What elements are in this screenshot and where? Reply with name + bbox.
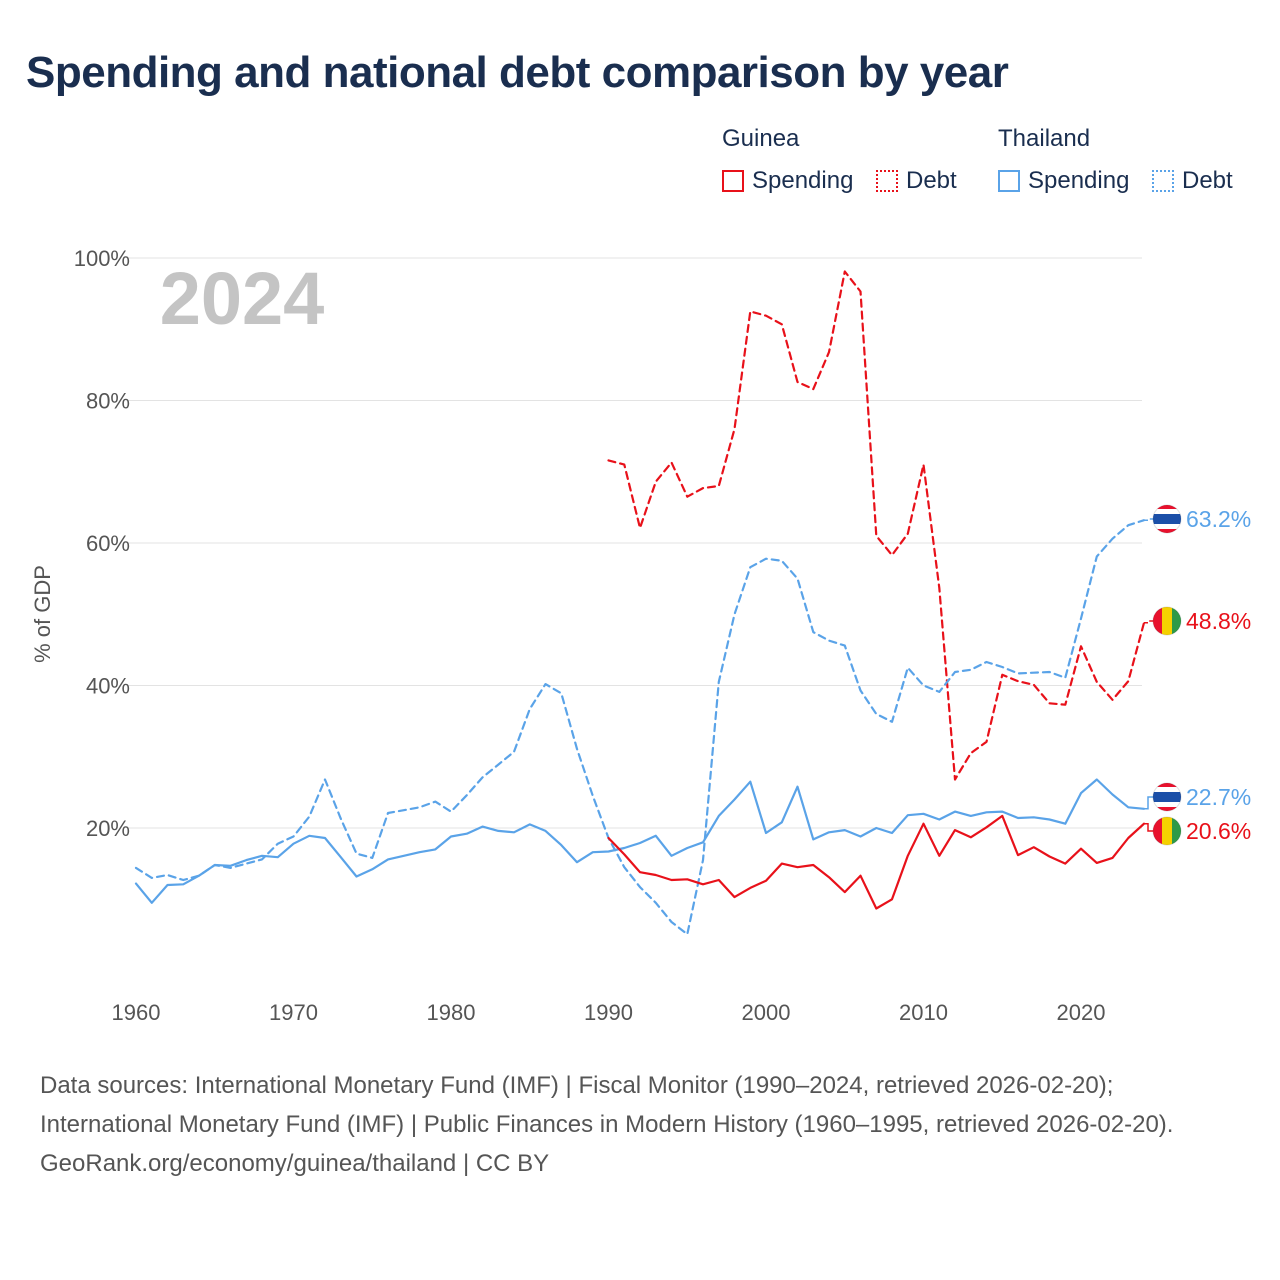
- flag-clip-group: [1153, 607, 1181, 635]
- end-label-connector: [1144, 620, 1153, 624]
- end-label-connector: [1144, 796, 1153, 810]
- data-sources: Data sources: International Monetary Fun…: [40, 1072, 1174, 1138]
- legend-label: Spending: [1028, 167, 1130, 194]
- guinea-flag-icon: [1152, 606, 1182, 636]
- legend-thailand-debt[interactable]: Debt: [1152, 167, 1233, 195]
- flag-outline: [1152, 782, 1182, 812]
- end-label-connector: [1144, 822, 1153, 832]
- end-value-label: 63.2%: [1186, 506, 1251, 532]
- thailand-flag-icon: [1152, 504, 1182, 534]
- flag-stripe-blue: [1153, 792, 1181, 802]
- end-value-label: 20.6%: [1186, 818, 1251, 844]
- legend-label: Spending: [752, 167, 854, 194]
- flag-stripe-red: [1153, 807, 1181, 811]
- flag-stripe-yellow: [1162, 607, 1172, 635]
- end-label-connector: [1144, 518, 1153, 521]
- flag-stripe-red: [1153, 529, 1181, 533]
- flag-stripe-red: [1153, 783, 1181, 787]
- y-tick-label: 40%: [86, 674, 130, 699]
- legend-group-thailand: Thailand: [998, 125, 1091, 152]
- flag-clip-group: [1153, 783, 1181, 811]
- flag-outline: [1152, 504, 1182, 534]
- end-value-label: 22.7%: [1186, 784, 1251, 810]
- line-chart: 2024 20% 40% 60% 80% 100% 1960 1970 1980 1990 200…: [30, 246, 1251, 1025]
- x-tick-label: 2020: [1057, 1000, 1106, 1025]
- legend-thailand-spending[interactable]: Spending: [998, 167, 1129, 195]
- guinea-flag-icon: [1152, 816, 1182, 846]
- y-axis-label: % of GDP: [30, 565, 55, 663]
- x-tick-label: 2010: [899, 1000, 948, 1025]
- flag-clip-group: [1153, 817, 1181, 845]
- source-link[interactable]: GeoRank.org/economy/guinea/thailand | CC…: [40, 1150, 550, 1177]
- x-tick-label: 1990: [584, 1000, 633, 1025]
- legend-label: Debt: [906, 167, 957, 194]
- flag-stripe-green: [1172, 607, 1181, 635]
- end-value-label: 48.8%: [1186, 608, 1251, 634]
- y-tick-label: 100%: [74, 246, 130, 271]
- x-tick-label: 2000: [742, 1000, 791, 1025]
- y-tick-label: 60%: [86, 531, 130, 556]
- y-tick-label: 80%: [86, 389, 130, 414]
- flag-stripe-red: [1153, 817, 1162, 845]
- footer: Data sources: International Monetary Fun…: [40, 1066, 1240, 1183]
- x-tick-label: 1970: [269, 1000, 318, 1025]
- x-tick-label: 1980: [427, 1000, 476, 1025]
- series-line-guinea-spending: [607, 814, 1146, 910]
- legend-guinea-debt[interactable]: Debt: [876, 167, 957, 195]
- legend-group-guinea: Guinea: [722, 125, 800, 152]
- flag-stripe-blue: [1153, 514, 1181, 524]
- legend-label: Debt: [1182, 167, 1233, 194]
- y-tick-label: 20%: [86, 816, 130, 841]
- flag-stripe-red: [1153, 607, 1162, 635]
- series-line-guinea-debt: [607, 270, 1146, 781]
- thailand-flag-icon: [1152, 782, 1182, 812]
- legend-swatch-dotted: [876, 170, 898, 192]
- legend-swatch-solid: [998, 170, 1020, 192]
- flag-outline: [1152, 816, 1182, 846]
- chart-title: Spending and national debt comparison by…: [26, 48, 1009, 97]
- legend-guinea-spending[interactable]: Spending: [722, 167, 853, 195]
- flag-stripe-yellow: [1162, 817, 1172, 845]
- legend-swatch-dotted: [1152, 170, 1174, 192]
- flag-stripe-red: [1153, 505, 1181, 509]
- year-watermark: 2024: [160, 257, 325, 340]
- legend-swatch-solid: [722, 170, 744, 192]
- flag-clip-group: [1153, 505, 1181, 533]
- series-line-thailand-spending: [134, 778, 1146, 904]
- flag-outline: [1152, 606, 1182, 636]
- x-tick-label: 1960: [112, 1000, 161, 1025]
- flag-stripe-green: [1172, 817, 1181, 845]
- series-line-thailand-debt: [134, 519, 1146, 936]
